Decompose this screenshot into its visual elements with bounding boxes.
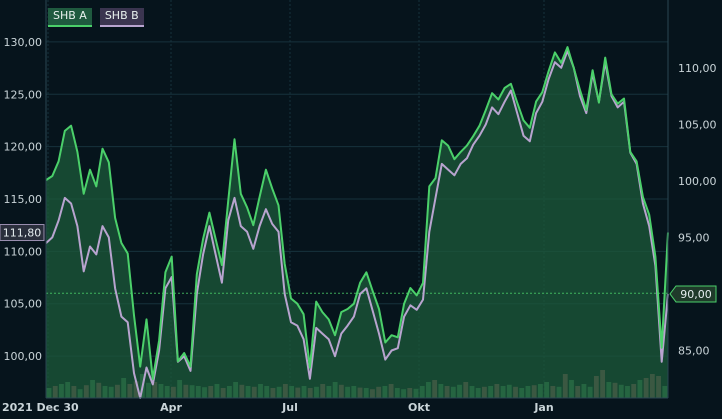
- x-tick-label: Okt: [408, 401, 430, 414]
- series-a-fill: [46, 47, 668, 398]
- legend: SHB A SHB B: [48, 8, 144, 27]
- right-tick-label: 85,00: [678, 345, 710, 358]
- left-tick-label: 120,00: [4, 141, 43, 154]
- series-a-line: [45, 46, 669, 381]
- series-b-line: [45, 49, 669, 399]
- left-tick-label: 115,00: [4, 193, 43, 206]
- series-b-last-box: [669, 285, 717, 303]
- right-tick-label: 105,00: [678, 118, 717, 131]
- legend-series-b[interactable]: SHB B: [99, 8, 144, 27]
- left-tick-label: 105,00: [4, 298, 43, 311]
- series-a-last-box: [0, 224, 45, 242]
- right-tick-label: 100,00: [678, 175, 717, 188]
- x-tick-label: Jan: [533, 401, 553, 414]
- right-tick-label: 110,00: [678, 62, 717, 75]
- series-a-last-marker: 111,80: [0, 224, 45, 242]
- left-tick-label: 130,00: [4, 36, 43, 49]
- right-tick-label: 95,00: [678, 231, 710, 244]
- series-b-last-label: 90,00: [680, 288, 712, 301]
- x-tick-label: 2021 Dec 30: [2, 401, 79, 414]
- left-tick-label: 110,00: [4, 245, 43, 258]
- series-a-last-label: 111,80: [3, 227, 42, 240]
- series-lines: [45, 46, 669, 399]
- legend-series-a[interactable]: SHB A: [48, 8, 92, 27]
- left-tick-label: 125,00: [4, 88, 43, 101]
- left-tick-label: 100,00: [4, 350, 43, 363]
- axes: 130,00 125,00 120,00 115,00 110,00 105,00 100,…: [2, 0, 717, 414]
- price-markers: 111,80 90,00: [0, 224, 717, 303]
- x-tick-label: Jul: [281, 401, 298, 414]
- x-tick-label: Apr: [160, 401, 182, 414]
- series-a-area: [46, 47, 668, 398]
- series-b-last-marker: 90,00: [669, 285, 717, 303]
